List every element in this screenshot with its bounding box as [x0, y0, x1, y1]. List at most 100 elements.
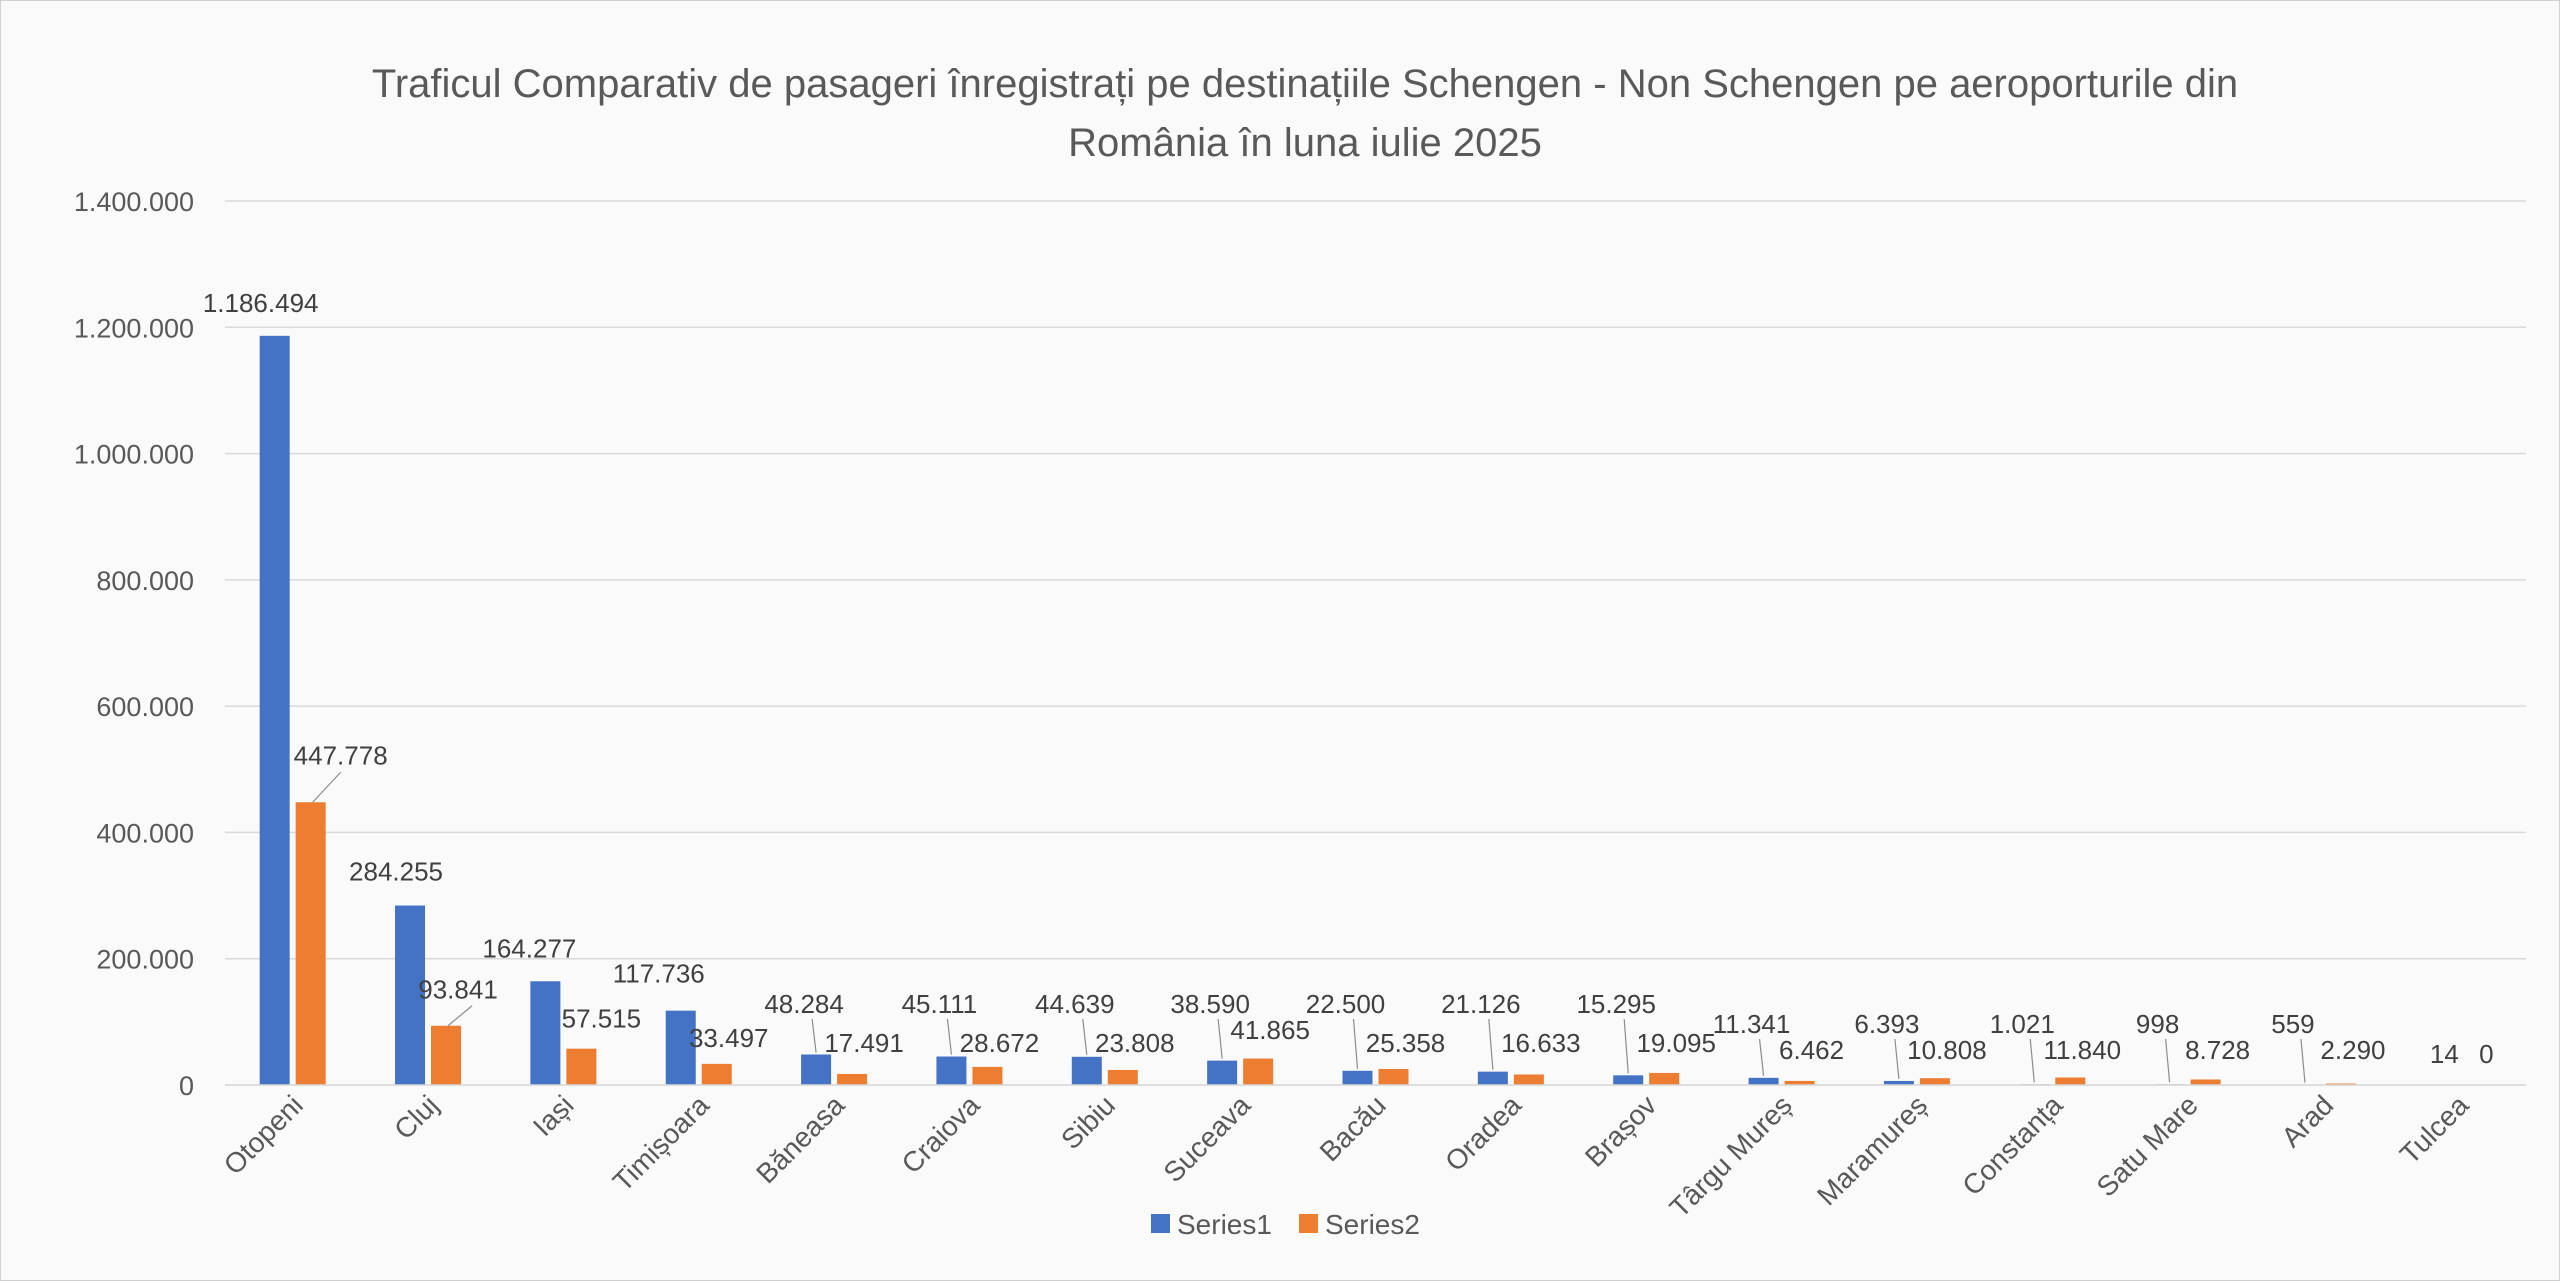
leader-line: [1083, 1019, 1087, 1055]
leader-line: [448, 1006, 472, 1026]
x-tick-label: Iași: [527, 1089, 580, 1142]
leader-line: [1895, 1039, 1899, 1079]
data-label-series2: 23.808: [1095, 1028, 1175, 1058]
x-tick-label: Timișoara: [607, 1089, 715, 1197]
y-tick-label: 1.200.000: [74, 313, 194, 343]
data-label-series2: 0: [2479, 1039, 2493, 1069]
data-label-series1: 44.639: [1035, 989, 1115, 1019]
bar-series1: [1343, 1071, 1373, 1085]
x-tick-label: Constanța: [1956, 1089, 2068, 1201]
data-label-series2: 17.491: [824, 1028, 904, 1058]
leader-line: [1760, 1039, 1764, 1076]
data-label-series2: 93.841: [418, 975, 498, 1005]
data-label-series2: 25.358: [1366, 1028, 1446, 1058]
leader-line: [1489, 1019, 1493, 1070]
x-tick-label: Otopeni: [218, 1089, 309, 1180]
data-label-series2: 33.497: [689, 1023, 769, 1053]
data-label-series1: 117.736: [613, 959, 705, 989]
data-label-series2: 2.290: [2320, 1035, 2385, 1065]
bar-series2: [1514, 1074, 1544, 1085]
bar-series1: [1072, 1057, 1102, 1085]
data-label-series2: 11.840: [2043, 1035, 2121, 1065]
bar-series2: [1379, 1069, 1409, 1085]
bar-series2: [972, 1067, 1002, 1085]
x-tick-label: Cluj: [388, 1089, 444, 1145]
bar-series2: [702, 1064, 732, 1085]
bar-series2: [2055, 1078, 2085, 1085]
y-tick-label: 600.000: [96, 692, 194, 722]
y-tick-label: 1.000.000: [74, 440, 194, 470]
y-tick-label: 400.000: [96, 818, 194, 848]
data-label-series1: 284.255: [349, 857, 443, 887]
bar-series2: [1649, 1073, 1679, 1085]
data-label-series1: 45.111: [902, 989, 978, 1019]
leader-line: [2030, 1039, 2034, 1082]
data-label-series2: 28.672: [960, 1028, 1040, 1058]
y-tick-label: 1.400.000: [74, 187, 194, 217]
data-label-series2: 447.778: [294, 740, 388, 770]
bar-series1: [530, 981, 560, 1085]
bar-series2: [566, 1049, 596, 1085]
data-label-series1: 22.500: [1306, 989, 1386, 1019]
data-label-series1: 15.295: [1576, 989, 1656, 1019]
bar-series1: [1207, 1061, 1237, 1085]
bar-series2: [431, 1026, 461, 1085]
x-tick-label: Craiova: [896, 1089, 986, 1179]
legend-label-series1: Series1: [1177, 1209, 1272, 1240]
bar-series2: [1108, 1070, 1138, 1085]
leader-line: [947, 1019, 951, 1055]
leader-line: [2166, 1039, 2170, 1082]
data-label-series2: 41.865: [1230, 1015, 1310, 1045]
y-tick-label: 0: [179, 1071, 194, 1101]
x-tick-label: Satu Mare: [2091, 1089, 2204, 1202]
x-tick-label: Brașov: [1579, 1089, 1663, 1173]
legend-label-series2: Series2: [1325, 1209, 1420, 1240]
bar-series1: [1613, 1075, 1643, 1085]
x-tick-label: Târgu Mureș: [1664, 1089, 1798, 1223]
y-tick-label: 200.000: [96, 945, 194, 975]
leader-line: [812, 1019, 816, 1053]
leader-line: [1218, 1019, 1222, 1059]
bar-series1: [260, 336, 290, 1085]
bar-series1: [1749, 1078, 1779, 1085]
x-tick-label: Sibiu: [1055, 1089, 1121, 1155]
x-tick-label: Oradea: [1439, 1089, 1527, 1177]
legend-swatch-series1: [1151, 1214, 1170, 1233]
bar-series2: [296, 802, 326, 1085]
data-label-series1: 164.277: [482, 933, 576, 963]
data-label-series2: 16.633: [1501, 1028, 1581, 1058]
data-label-series1: 21.126: [1441, 989, 1521, 1019]
y-tick-label: 800.000: [96, 566, 194, 596]
bar-series1: [801, 1055, 831, 1085]
x-tick-label: Suceava: [1157, 1089, 1256, 1188]
bar-series2: [1920, 1078, 1950, 1085]
chart-title-line: România în luna iulie 2025: [1068, 121, 1542, 165]
bar-series2: [837, 1074, 867, 1085]
data-label-series2: 19.095: [1636, 1028, 1716, 1058]
data-label-series2: 6.462: [1779, 1035, 1844, 1065]
leader-line: [2301, 1039, 2305, 1083]
data-label-series1: 14: [2430, 1039, 2459, 1069]
bar-series1: [1478, 1072, 1508, 1085]
x-tick-label: Arad: [2275, 1089, 2339, 1153]
legend-swatch-series2: [1299, 1214, 1318, 1233]
leader-line: [1624, 1019, 1628, 1073]
leader-line: [1354, 1019, 1358, 1069]
x-tick-label: Maramureș: [1811, 1089, 1933, 1211]
data-label-series1: 48.284: [764, 989, 844, 1019]
x-tick-label: Băneasa: [750, 1089, 850, 1189]
bar-series2: [2191, 1079, 2221, 1085]
chart-title-line: Traficul Comparativ de pasageri înregist…: [372, 62, 2238, 106]
bar-series2: [1243, 1059, 1273, 1085]
data-label-series1: 559: [2271, 1009, 2314, 1039]
x-tick-label: Bacău: [1314, 1089, 1392, 1167]
data-label-series1: 1.186.494: [203, 288, 319, 318]
data-label-series1: 998: [2136, 1009, 2179, 1039]
data-label-series2: 57.515: [562, 1004, 642, 1034]
leader-line: [313, 772, 341, 802]
data-label-series2: 10.808: [1907, 1035, 1987, 1065]
bar-series1: [936, 1057, 966, 1085]
x-tick-label: Tulcea: [2394, 1089, 2475, 1170]
